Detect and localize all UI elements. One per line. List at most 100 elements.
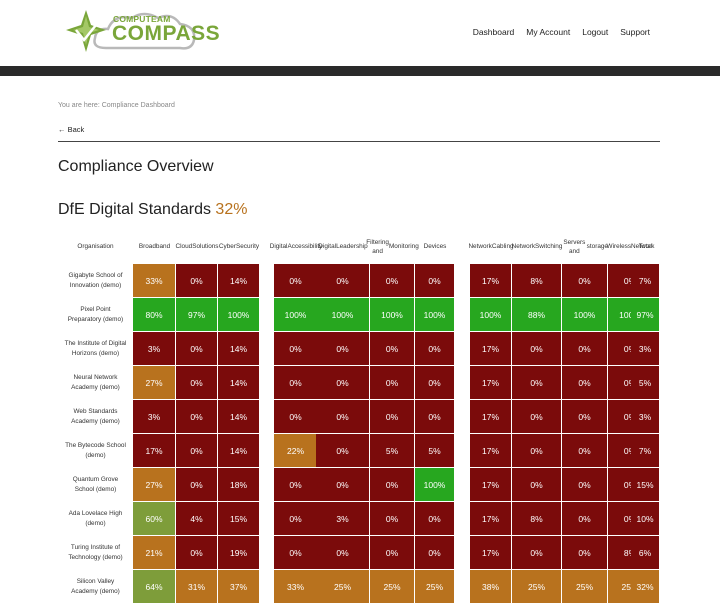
score-cell[interactable]: 17% (470, 434, 512, 468)
score-cell[interactable]: 0% (370, 468, 415, 502)
score-cell[interactable]: 17% (133, 434, 176, 468)
score-cell[interactable]: 25% (370, 570, 415, 604)
score-cell[interactable]: 17% (470, 400, 512, 434)
score-cell[interactable]: 0% (562, 332, 608, 366)
score-cell[interactable]: 100% (370, 298, 415, 332)
score-cell[interactable]: 3% (133, 400, 176, 434)
score-cell[interactable]: 0% (562, 468, 608, 502)
score-cell[interactable]: 0% (274, 400, 318, 434)
score-cell[interactable]: 0% (370, 264, 415, 298)
score-cell[interactable]: 100% (470, 298, 512, 332)
score-cell[interactable]: 0% (415, 264, 455, 298)
score-cell[interactable]: 0% (316, 434, 370, 468)
score-cell[interactable]: 31% (176, 570, 218, 604)
score-cell[interactable]: 0% (562, 264, 608, 298)
score-cell[interactable]: 25% (512, 570, 562, 604)
score-cell[interactable]: 0% (316, 332, 370, 366)
score-cell[interactable]: 100% (274, 298, 318, 332)
score-cell[interactable]: 14% (218, 366, 260, 400)
score-cell[interactable]: 0% (562, 502, 608, 536)
score-cell[interactable]: 0% (316, 468, 370, 502)
score-cell[interactable]: 8% (512, 264, 562, 298)
score-cell[interactable]: 0% (370, 366, 415, 400)
score-cell[interactable]: 27% (133, 468, 176, 502)
score-cell[interactable]: 0% (415, 332, 455, 366)
total-cell[interactable]: 7% (631, 264, 660, 298)
score-cell[interactable]: 17% (470, 264, 512, 298)
score-cell[interactable]: 0% (562, 366, 608, 400)
score-cell[interactable]: 0% (512, 468, 562, 502)
score-cell[interactable]: 0% (370, 502, 415, 536)
nav-logout[interactable]: Logout (582, 27, 609, 37)
score-cell[interactable]: 15% (218, 502, 260, 536)
nav-support[interactable]: Support (620, 27, 650, 37)
score-cell[interactable]: 97% (176, 298, 218, 332)
score-cell[interactable]: 3% (316, 502, 370, 536)
score-cell[interactable]: 25% (316, 570, 370, 604)
score-cell[interactable]: 0% (274, 468, 318, 502)
score-cell[interactable]: 0% (176, 536, 218, 570)
score-cell[interactable]: 18% (218, 468, 260, 502)
total-cell[interactable]: 15% (631, 468, 660, 502)
score-cell[interactable]: 0% (512, 332, 562, 366)
score-cell[interactable]: 0% (370, 332, 415, 366)
score-cell[interactable]: 14% (218, 434, 260, 468)
score-cell[interactable]: 0% (415, 366, 455, 400)
score-cell[interactable]: 0% (274, 366, 318, 400)
score-cell[interactable]: 17% (470, 468, 512, 502)
score-cell[interactable]: 22% (274, 434, 318, 468)
score-cell[interactable]: 25% (562, 570, 608, 604)
score-cell[interactable]: 0% (274, 332, 318, 366)
score-cell[interactable]: 17% (470, 366, 512, 400)
score-cell[interactable]: 19% (218, 536, 260, 570)
score-cell[interactable]: 0% (316, 536, 370, 570)
score-cell[interactable]: 17% (470, 502, 512, 536)
score-cell[interactable]: 17% (470, 536, 512, 570)
total-cell[interactable]: 5% (631, 366, 660, 400)
score-cell[interactable]: 0% (176, 332, 218, 366)
total-cell[interactable]: 7% (631, 434, 660, 468)
score-cell[interactable]: 3% (133, 332, 176, 366)
score-cell[interactable]: 0% (415, 502, 455, 536)
score-cell[interactable]: 0% (176, 400, 218, 434)
score-cell[interactable]: 21% (133, 536, 176, 570)
score-cell[interactable]: 0% (562, 400, 608, 434)
score-cell[interactable]: 33% (133, 264, 176, 298)
nav-dashboard[interactable]: Dashboard (472, 27, 515, 37)
score-cell[interactable]: 0% (316, 400, 370, 434)
total-cell[interactable]: 97% (631, 298, 660, 332)
nav-my-account[interactable]: My Account (526, 27, 571, 37)
score-cell[interactable]: 0% (370, 400, 415, 434)
score-cell[interactable]: 0% (562, 536, 608, 570)
total-cell[interactable]: 32% (631, 570, 660, 604)
total-cell[interactable]: 10% (631, 502, 660, 536)
score-cell[interactable]: 0% (415, 400, 455, 434)
score-cell[interactable]: 27% (133, 366, 176, 400)
score-cell[interactable]: 0% (176, 366, 218, 400)
total-cell[interactable]: 6% (631, 536, 660, 570)
score-cell[interactable]: 0% (316, 366, 370, 400)
score-cell[interactable]: 0% (176, 264, 218, 298)
score-cell[interactable]: 14% (218, 332, 260, 366)
score-cell[interactable]: 14% (218, 400, 260, 434)
score-cell[interactable]: 14% (218, 264, 260, 298)
score-cell[interactable]: 38% (470, 570, 512, 604)
score-cell[interactable]: 5% (415, 434, 455, 468)
score-cell[interactable]: 100% (415, 298, 455, 332)
score-cell[interactable]: 0% (274, 264, 318, 298)
score-cell[interactable]: 5% (370, 434, 415, 468)
score-cell[interactable]: 0% (274, 536, 318, 570)
score-cell[interactable]: 37% (218, 570, 260, 604)
score-cell[interactable]: 0% (370, 536, 415, 570)
score-cell[interactable]: 100% (562, 298, 608, 332)
score-cell[interactable]: 17% (470, 332, 512, 366)
score-cell[interactable]: 33% (274, 570, 318, 604)
score-cell[interactable]: 0% (512, 536, 562, 570)
score-cell[interactable]: 0% (512, 434, 562, 468)
score-cell[interactable]: 100% (316, 298, 370, 332)
score-cell[interactable]: 0% (316, 264, 370, 298)
score-cell[interactable]: 0% (176, 468, 218, 502)
total-cell[interactable]: 3% (631, 400, 660, 434)
compass-logo[interactable]: COMPUTEAM COMPASS (62, 8, 220, 56)
score-cell[interactable]: 0% (415, 536, 455, 570)
